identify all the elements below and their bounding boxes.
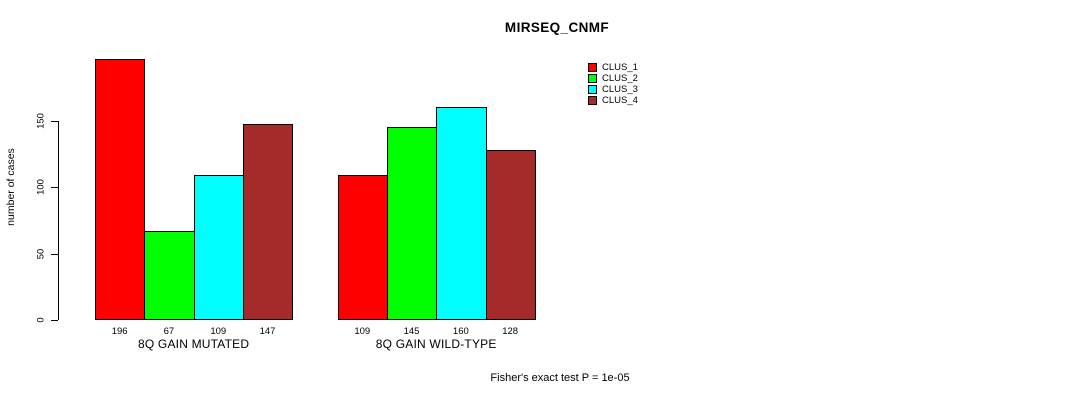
bar-value-label: 109 [354, 326, 371, 337]
bar-value-label: 160 [452, 326, 469, 337]
legend-item-label: CLUS_2 [602, 73, 638, 84]
legend-item-label: CLUS_4 [602, 95, 638, 106]
legend: CLUS_1 CLUS_2 CLUS_3 CLUS_4 [588, 62, 638, 106]
legend-swatch-clus-4 [588, 96, 597, 105]
bar-clus-3-group-1 [194, 175, 244, 320]
legend-swatch-clus-3 [588, 85, 597, 94]
y-axis-tick-label: 100 [35, 179, 47, 195]
y-axis-line [58, 120, 60, 320]
bar-clus-1-group-1 [95, 59, 145, 320]
group-label: 8Q GAIN MUTATED [137, 337, 250, 351]
group-label: 8Q GAIN WILD-TYPE [375, 337, 497, 351]
legend-item: CLUS_2 [588, 73, 638, 84]
bar-value-label: 147 [259, 326, 276, 337]
bar-value-label: 128 [502, 326, 519, 337]
legend-item-label: CLUS_1 [602, 62, 638, 73]
y-axis-tick [51, 187, 58, 188]
legend-item-label: CLUS_3 [602, 84, 638, 95]
legend-swatch-clus-1 [588, 63, 597, 72]
bar-clus-4-group-1 [243, 124, 293, 320]
bar-clus-1-group-2 [338, 175, 388, 320]
legend-item: CLUS_4 [588, 95, 638, 106]
bar-value-label: 145 [403, 326, 420, 337]
bar-value-label: 67 [163, 326, 175, 337]
fisher-test-note: Fisher's exact test P = 1e-05 [490, 372, 630, 384]
y-axis-tick [51, 320, 58, 321]
y-axis-tick [51, 253, 58, 255]
bar-clus-2-group-1 [144, 230, 195, 320]
bar-clus-4-group-2 [486, 149, 536, 320]
legend-item: CLUS_1 [588, 62, 638, 73]
bar-clus-3-group-2 [436, 107, 487, 320]
legend-item: CLUS_3 [588, 84, 638, 95]
legend-swatch-clus-2 [588, 74, 597, 83]
bar-clus-2-group-2 [387, 127, 437, 320]
chart-title: MIRSEQ_CNMF [504, 20, 610, 35]
bar-value-label: 196 [111, 326, 128, 337]
y-axis-tick-label: 150 [35, 112, 47, 129]
bar-value-label: 109 [210, 326, 227, 337]
y-axis-tick-label: 0 [35, 317, 47, 323]
y-axis-tick-label: 50 [35, 248, 47, 259]
y-axis-tick [51, 120, 58, 122]
y-axis-label: number of cases [5, 148, 17, 226]
